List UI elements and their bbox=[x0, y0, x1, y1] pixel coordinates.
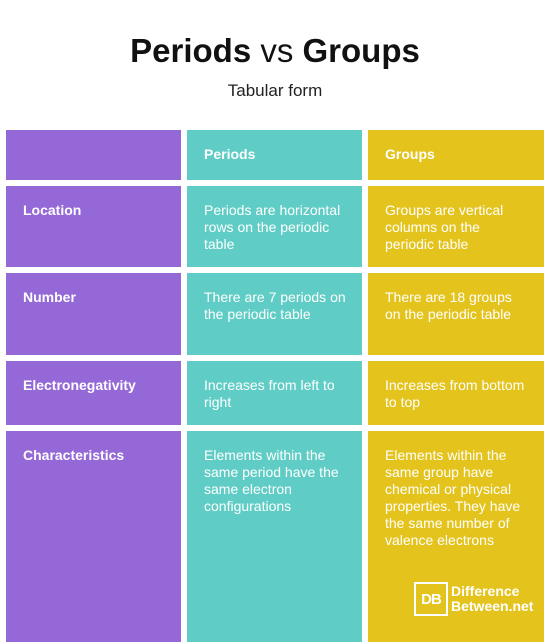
cell-periods-electronegativity: Increases from left to right bbox=[187, 361, 362, 425]
table-header-periods: Periods bbox=[187, 130, 362, 180]
row-label-electronegativity: Electronegativity bbox=[6, 361, 181, 425]
title-periods: Periods bbox=[130, 32, 252, 69]
cell-periods-number: There are 7 periods on the periodic tabl… bbox=[187, 273, 362, 355]
logo-text: Difference Between.net bbox=[451, 584, 533, 614]
cell-groups-number: There are 18 groups on the periodic tabl… bbox=[368, 273, 544, 355]
page-subtitle: Tabular form bbox=[227, 81, 323, 100]
cell-periods-location: Periods are horizontal rows on the perio… bbox=[187, 186, 362, 267]
cell-groups-characteristics: Elements within the same group have chem… bbox=[368, 431, 544, 642]
cell-periods-characteristics: Elements within the same period have the… bbox=[187, 431, 362, 642]
table-header-groups: Groups bbox=[368, 130, 544, 180]
logo-line-2: Between.net bbox=[451, 598, 534, 614]
logo-line-1: Difference bbox=[451, 583, 520, 599]
logo-mark: DB bbox=[414, 582, 448, 616]
difference-between-logo: DB Difference Between.net bbox=[414, 582, 533, 616]
cell-groups-location: Groups are vertical columns on the perio… bbox=[368, 186, 544, 267]
title-vs: vs bbox=[260, 32, 294, 69]
table-header-empty bbox=[6, 130, 181, 180]
cell-groups-electronegativity: Increases from bottom to top bbox=[368, 361, 544, 425]
row-label-location: Location bbox=[6, 186, 181, 267]
page-title: Periods vs Groups bbox=[0, 30, 550, 72]
row-label-characteristics: Characteristics bbox=[6, 431, 181, 642]
title-groups: Groups bbox=[302, 32, 420, 69]
row-label-number: Number bbox=[6, 273, 181, 355]
